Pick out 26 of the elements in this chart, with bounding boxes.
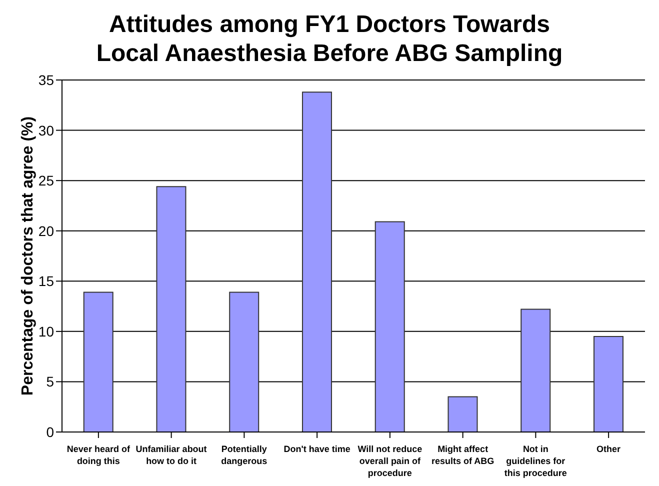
x-tick-label: Might affect results of ABG: [431, 444, 494, 466]
y-tick-label: 20: [38, 222, 54, 239]
y-axis-title: Percentage of doctors that agree (%): [20, 116, 36, 396]
bar: [448, 396, 478, 432]
bar: [83, 292, 114, 432]
y-tick-label: 5: [46, 374, 54, 390]
y-tick-label: 30: [38, 122, 54, 138]
bar: [374, 221, 405, 432]
bar: [156, 186, 186, 432]
x-tick-label: Never heard of doing this: [66, 444, 131, 466]
y-tick-label: 25: [38, 172, 54, 189]
y-tick-label: 15: [38, 273, 54, 290]
x-tick-label: Other: [596, 444, 622, 454]
x-tick-label: Will not reduce overall pain of procedure: [358, 444, 422, 478]
x-tick-label: Potentially dangerous: [221, 444, 268, 466]
x-tick-label: Don't have time: [284, 444, 350, 454]
bar: [302, 92, 332, 432]
chart-title: Attitudes among FY1 Doctors Towards Local Anaesthesia Before ABG Sampling: [95, 10, 564, 68]
bar: [593, 336, 624, 432]
x-tick-label: Unfamiliar about how to do it: [136, 444, 207, 466]
y-tick-label: 0: [46, 424, 54, 440]
x-tick-label: Not in guidelines for this procedure: [504, 444, 567, 478]
y-tick-label: 35: [38, 72, 54, 88]
bar: [229, 292, 260, 432]
bar: [520, 308, 551, 432]
y-tick-label: 10: [38, 323, 54, 340]
